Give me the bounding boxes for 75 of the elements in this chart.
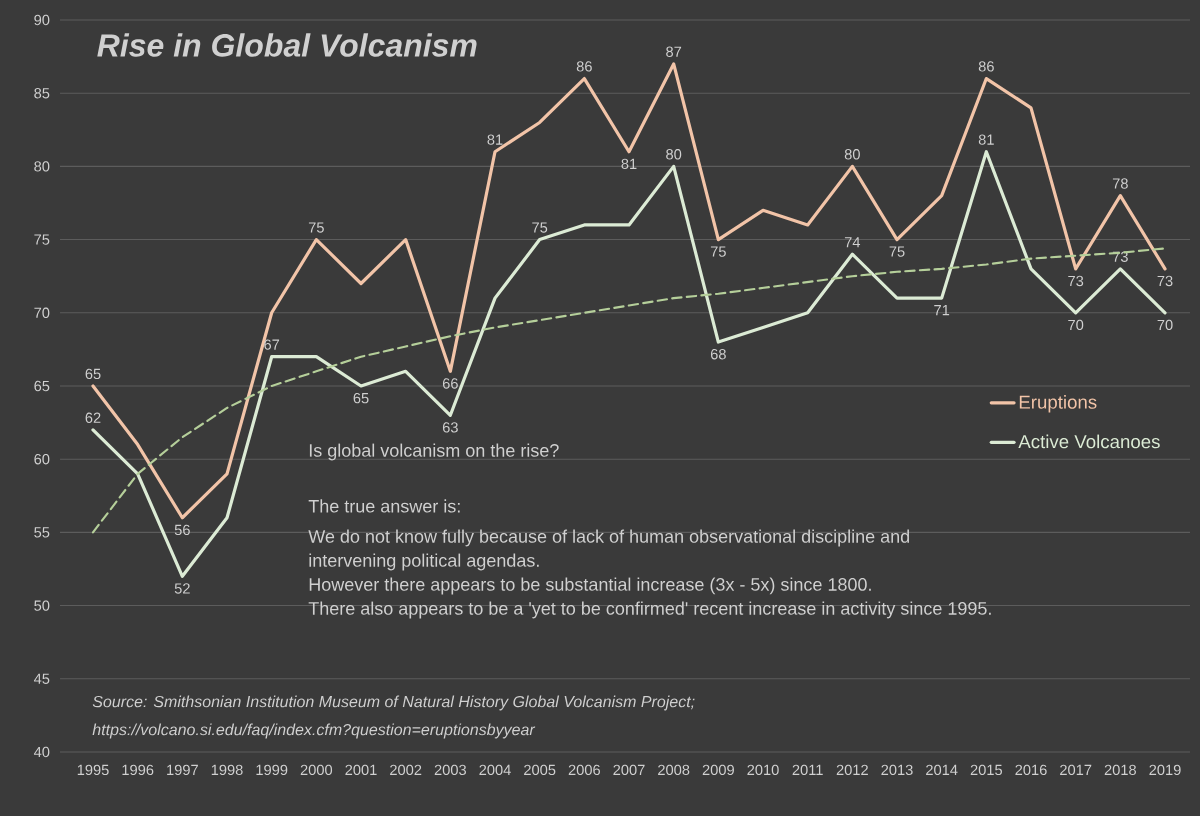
y-tick-label: 70 [34, 307, 50, 318]
data-label: 65 [353, 392, 369, 404]
data-label: 66 [442, 378, 458, 389]
y-tick-label: 60 [34, 454, 50, 465]
x-tick-label: 2009 [702, 764, 734, 776]
x-tick-label: 2018 [1104, 764, 1136, 776]
data-label: 74 [844, 237, 861, 248]
y-tick-label: 90 [34, 14, 50, 26]
data-label: 63 [442, 422, 458, 433]
x-tick-label: 2008 [658, 764, 690, 776]
legend-label: Eruptions [1019, 395, 1097, 413]
x-tick-label: 2017 [1060, 764, 1092, 776]
x-tick-label: 1999 [256, 764, 288, 776]
x-tick-label: 2014 [926, 764, 958, 776]
data-label: 73 [1157, 275, 1173, 287]
data-label: 75 [710, 246, 726, 257]
data-label: 81 [487, 134, 503, 145]
data-label: 70 [1157, 319, 1173, 331]
annotation: However there appears to be substantial increase (3x - 5x) since 1800. [309, 577, 871, 595]
data-label: 75 [308, 222, 324, 233]
x-tick-label: 2000 [300, 764, 333, 776]
annotation: We do not know fully because of lack of human observational discipline and [308, 529, 910, 547]
data-label: 86 [576, 61, 592, 72]
x-tick-label: 2004 [479, 764, 511, 776]
x-tick-label: 2010 [747, 764, 779, 776]
annotation: The true answer is: [308, 499, 460, 513]
annotation: intervening political agendas. [309, 553, 539, 571]
data-label: 71 [934, 305, 950, 316]
data-label: 80 [844, 149, 860, 160]
x-tick-label: 2012 [836, 764, 868, 776]
legend-label: Active Volcanoes [1018, 434, 1160, 449]
y-tick-label: 75 [34, 234, 50, 245]
data-label: 52 [174, 583, 190, 594]
data-label: 73 [1068, 275, 1084, 287]
y-tick-label: 55 [34, 527, 50, 538]
data-label: 75 [889, 246, 905, 257]
x-tick-label: 2001 [345, 764, 377, 776]
data-label: 87 [666, 46, 682, 57]
x-tick-label: 2003 [434, 764, 466, 776]
data-label: 68 [710, 349, 726, 360]
annotation: Source: Smithsonian Institution Museum of Natural History Global Volcanism Project; [92, 695, 695, 711]
x-tick-label: 2019 [1149, 764, 1181, 776]
data-label: 81 [978, 134, 994, 145]
data-label: 62 [85, 412, 101, 423]
y-tick-label: 50 [34, 600, 50, 611]
x-tick-label: 1996 [122, 764, 154, 776]
data-label: 81 [621, 158, 637, 170]
data-label: 56 [174, 524, 190, 536]
x-tick-label: 2016 [1015, 764, 1047, 776]
x-tick-label: 2002 [390, 764, 422, 776]
data-label: 67 [264, 339, 280, 350]
x-tick-label: 2006 [568, 764, 600, 776]
x-tick-label: 2007 [613, 764, 645, 776]
data-label: 80 [666, 149, 682, 160]
data-label: 70 [1068, 319, 1084, 331]
y-tick-label: 80 [34, 161, 50, 172]
x-tick-label: 2005 [524, 764, 556, 776]
x-tick-label: 1997 [167, 764, 198, 776]
annotation: Is global volcanism on the rise? [309, 443, 559, 461]
y-tick-label: 45 [33, 673, 50, 684]
y-tick-label: 65 [34, 380, 50, 392]
annotation: https://volcano.si.edu/faq/index.cfm?question=eruptionsbyyear [92, 723, 536, 739]
data-label: 75 [532, 222, 548, 233]
data-label: 65 [85, 368, 101, 380]
x-tick-label: 1995 [77, 764, 109, 776]
x-tick-label: 2011 [792, 764, 823, 776]
y-tick-label: 40 [33, 746, 50, 758]
data-label: 86 [978, 61, 994, 72]
y-tick-label: 85 [34, 88, 50, 99]
x-tick-label: 1998 [211, 764, 243, 776]
x-tick-label: 2015 [970, 764, 1003, 776]
x-tick-label: 2013 [881, 764, 913, 776]
data-label: 78 [1112, 178, 1128, 189]
chart-title: Rise in Global Volcanism [97, 33, 477, 57]
annotation: There also appears to be a 'yet to be confirmed' recent increase in activity since 1995. [308, 601, 991, 619]
